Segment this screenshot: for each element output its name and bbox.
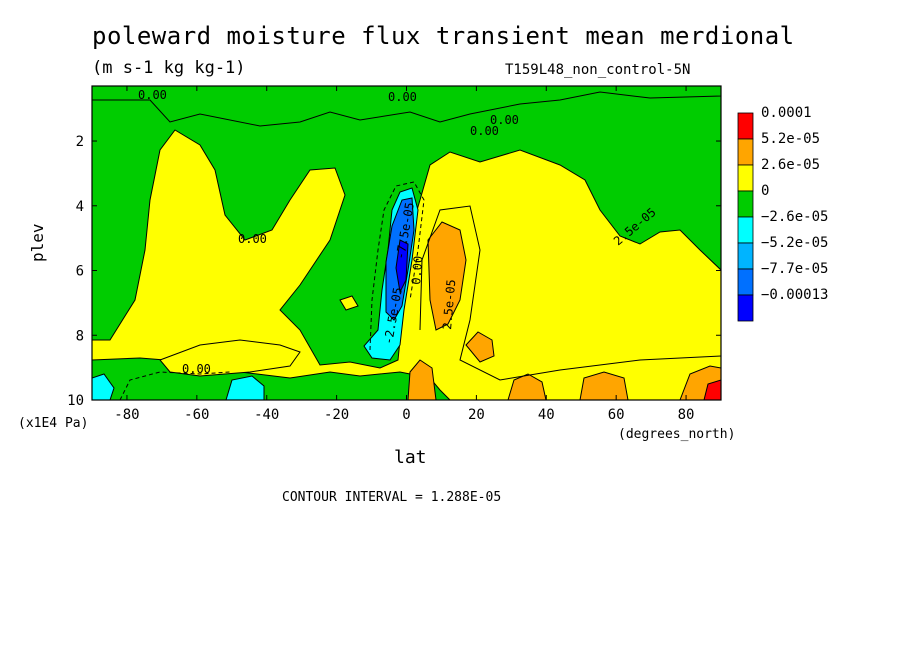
- x-axis-label: lat: [394, 447, 427, 468]
- contour-label: 0.00: [388, 90, 417, 104]
- contour-line-c: [419, 205, 721, 381]
- region-pos-mid-a: [427, 221, 467, 331]
- y-tick-label: 8: [76, 328, 84, 344]
- filled-contours: [92, 86, 721, 400]
- legend-label: 0: [761, 183, 769, 199]
- legend-swatch: [737, 164, 754, 192]
- x-axis-units: (degrees_north): [618, 427, 736, 442]
- legend-swatch: [737, 190, 754, 218]
- region-pos-strong: [703, 379, 721, 400]
- legend-label: −0.00013: [761, 287, 828, 303]
- legend-label: −7.7e-05: [761, 261, 828, 277]
- x-tick-label: -60: [184, 407, 209, 423]
- y-ticks: 2 4 6 8 10: [67, 134, 721, 409]
- y-tick-label: 6: [76, 264, 84, 280]
- x-tick-label: 80: [678, 407, 695, 423]
- experiment-label: T159L48_non_control-5N: [505, 62, 691, 78]
- region-neg-upper: [92, 86, 721, 127]
- x-tick-label: 40: [538, 407, 555, 423]
- x-tick-label: 0: [402, 407, 410, 423]
- region-pos-mid-b: [465, 331, 495, 363]
- y-tick-label: 2: [76, 134, 84, 150]
- chart-units: (m s-1 kg kg-1): [92, 58, 246, 78]
- region-neg-mid-w: [92, 373, 115, 400]
- legend-swatch: [737, 242, 754, 270]
- legend-swatch: [737, 294, 754, 322]
- y-tick-label: 4: [76, 199, 84, 215]
- x-tick-label: 20: [468, 407, 485, 423]
- contour-label: 0.00: [138, 88, 167, 102]
- region-pos-patch-b: [339, 295, 359, 311]
- legend-label: −2.6e-05: [761, 209, 828, 225]
- region-pos-mid-c: [407, 359, 437, 400]
- y-axis-units: (x1E4 Pa): [18, 416, 89, 431]
- contour-label: 0.00: [490, 113, 519, 127]
- region-pos-mid-d: [507, 373, 547, 400]
- contour-interval: CONTOUR INTERVAL = 1.288E-05: [282, 490, 502, 505]
- contour-label: 0.00: [409, 255, 425, 285]
- contour-line-b: [119, 371, 231, 400]
- legend-swatch: [737, 112, 754, 140]
- region-pos-patch-a: [159, 339, 301, 377]
- legend-swatch: [737, 216, 754, 244]
- legend-label: 2.6e-05: [761, 157, 820, 173]
- region-pos-mid-e: [579, 371, 629, 400]
- x-tick-label: -20: [324, 407, 349, 423]
- region-neg-min: [395, 239, 409, 294]
- x-tick-label: -40: [254, 407, 279, 423]
- legend-label: 5.2e-05: [761, 131, 820, 147]
- legend-label: 0.0001: [761, 105, 812, 121]
- legend-swatch: [737, 268, 754, 296]
- contour-label: 2.5e-05: [440, 279, 458, 331]
- contour-label: 0.00: [182, 362, 211, 376]
- legend-swatch: [737, 138, 754, 166]
- contour-label: 0.00: [238, 232, 267, 246]
- x-tick-label: 60: [608, 407, 625, 423]
- color-legend: 0.0001 5.2e-05 2.6e-05 0 −2.6e-05 −5.2e-05 −7.…: [737, 105, 828, 322]
- chart-title: poleward moisture flux transient mean me…: [92, 22, 795, 50]
- contour-label: 0.00: [470, 124, 499, 138]
- y-tick-label: 10: [67, 393, 84, 409]
- x-tick-label: -80: [114, 407, 139, 423]
- contour-line-a: [369, 181, 425, 351]
- legend-label: −5.2e-05: [761, 235, 828, 251]
- x-ticks: -80 -60 -40 -20 0 20 40 60 80: [114, 86, 694, 423]
- region-neg-mid-sw: [225, 375, 265, 400]
